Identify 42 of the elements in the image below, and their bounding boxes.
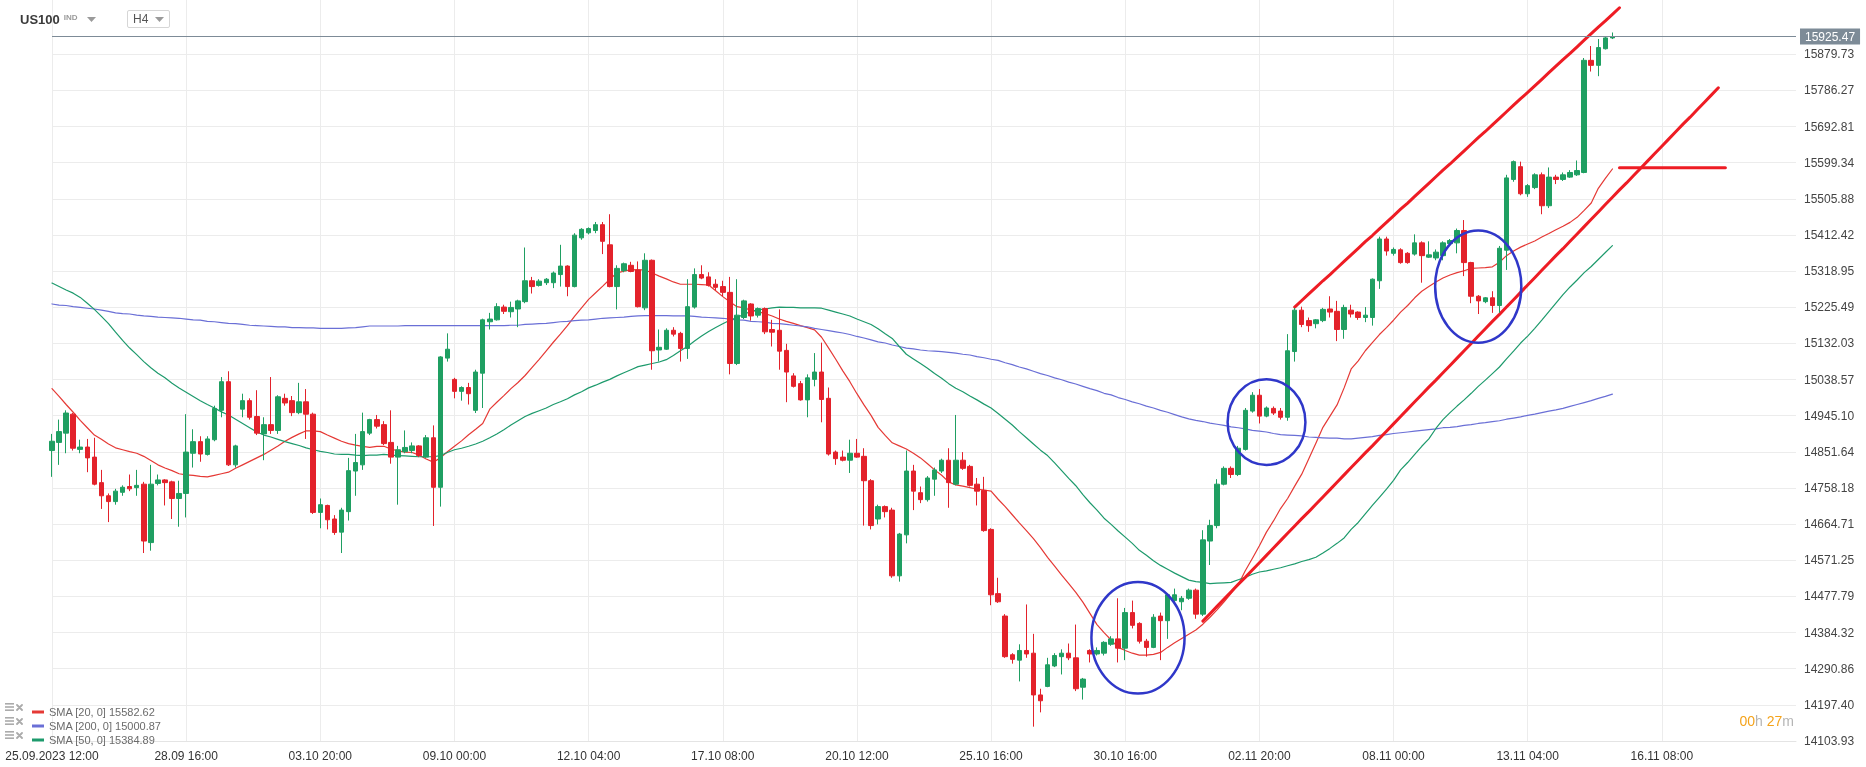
annotation: 00h 27m <box>1739 713 1794 729</box>
x-tick-label: 16.11 08:00 <box>1630 749 1694 763</box>
x-tick-label: 25.09.2023 12:00 <box>5 749 100 763</box>
y-tick-label: 14384.32 <box>1804 625 1855 640</box>
y-tick-label: 14197.40 <box>1804 697 1855 712</box>
ref-line-label: 15925.47 <box>1805 29 1856 44</box>
x-tick-label: 12.10 04:00 <box>556 749 621 763</box>
x-tick-label: 08.11 00:00 <box>1362 749 1426 763</box>
y-tick-label: 15879.73 <box>1804 47 1855 62</box>
y-tick-label: 14945.10 <box>1804 408 1855 423</box>
text: US100 <box>20 11 60 27</box>
x-tick-label: 13.11 04:00 <box>1496 749 1560 763</box>
x-tick-label: 28.09 16:00 <box>154 749 219 763</box>
legend-label: SMA [50, 0] 15384.89 <box>49 734 155 746</box>
x-tick-label: 30.10 16:00 <box>1093 749 1158 763</box>
y-tick-label: 15505.88 <box>1804 191 1855 206</box>
x-tick-label: 17.10 08:00 <box>691 749 755 763</box>
y-tick-label: 15786.27 <box>1804 83 1855 98</box>
x-tick-label: 02.11 20:00 <box>1228 749 1291 763</box>
legend-label: SMA [200, 0] 15000.87 <box>49 720 161 732</box>
y-tick-label: 14477.79 <box>1804 589 1855 604</box>
y-tick-label: 14758.18 <box>1804 480 1855 495</box>
y-tick-label: 15225.49 <box>1804 300 1855 315</box>
x-tick-label: 09.10 00:00 <box>422 749 487 763</box>
y-tick-label: 15318.95 <box>1804 264 1855 279</box>
y-tick-label: 15132.03 <box>1804 336 1855 351</box>
y-tick-label: 14571.25 <box>1804 553 1855 568</box>
y-tick-label: 14103.93 <box>1804 734 1855 748</box>
y-tick-label: 14664.71 <box>1804 517 1855 532</box>
x-tick-label: 25.10 16:00 <box>959 749 1024 763</box>
y-tick-label: 15412.42 <box>1804 227 1855 242</box>
x-tick-label: 03.10 20:00 <box>288 749 353 763</box>
y-tick-label: 14290.86 <box>1804 661 1855 676</box>
annotation: H4 <box>133 12 149 26</box>
y-tick-label: 15692.81 <box>1804 119 1855 134</box>
y-tick-label: 15599.34 <box>1804 155 1855 170</box>
y-tick-label: 14851.64 <box>1804 444 1855 459</box>
text: IND <box>63 13 78 22</box>
legend-label: SMA [20, 0] 15582.62 <box>49 706 155 718</box>
dropdown-field: H4 <box>127 10 170 28</box>
y-tick-label: 15038.57 <box>1804 372 1855 387</box>
x-tick-label: 20.10 12:00 <box>825 749 889 763</box>
